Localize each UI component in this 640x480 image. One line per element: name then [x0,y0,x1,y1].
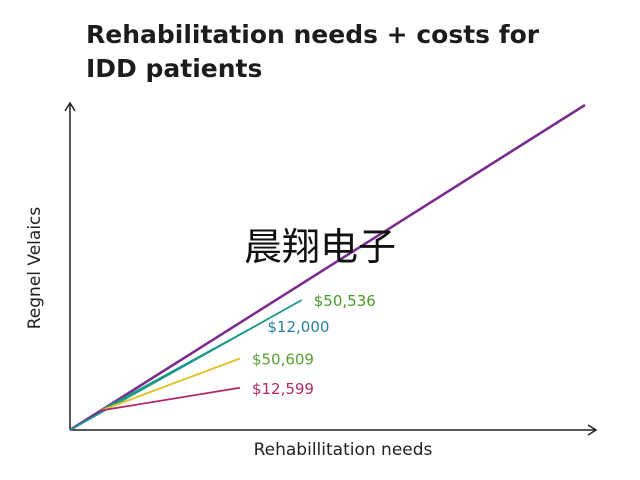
series-line-4 [100,357,241,412]
series-line-5 [100,386,241,412]
series-label-4: $50,609 [252,351,314,369]
y-axis-arrow-icon [64,101,76,112]
series-label-3: $12,000 [267,318,329,336]
watermark-text: 晨翔电子 [244,225,396,269]
series-line-1 [69,103,586,432]
y-axis-label: Regnel Velaics [25,207,45,330]
series-label-2: $50,536 [314,292,376,310]
series-label-5: $12,599 [252,380,314,398]
x-axis-arrow-icon [587,424,598,436]
series-line-3 [100,325,256,412]
chart-title: Rehabilitation needs + costs for IDD pati… [86,20,540,83]
x-axis-label: Rehabillitation needs [254,440,433,460]
